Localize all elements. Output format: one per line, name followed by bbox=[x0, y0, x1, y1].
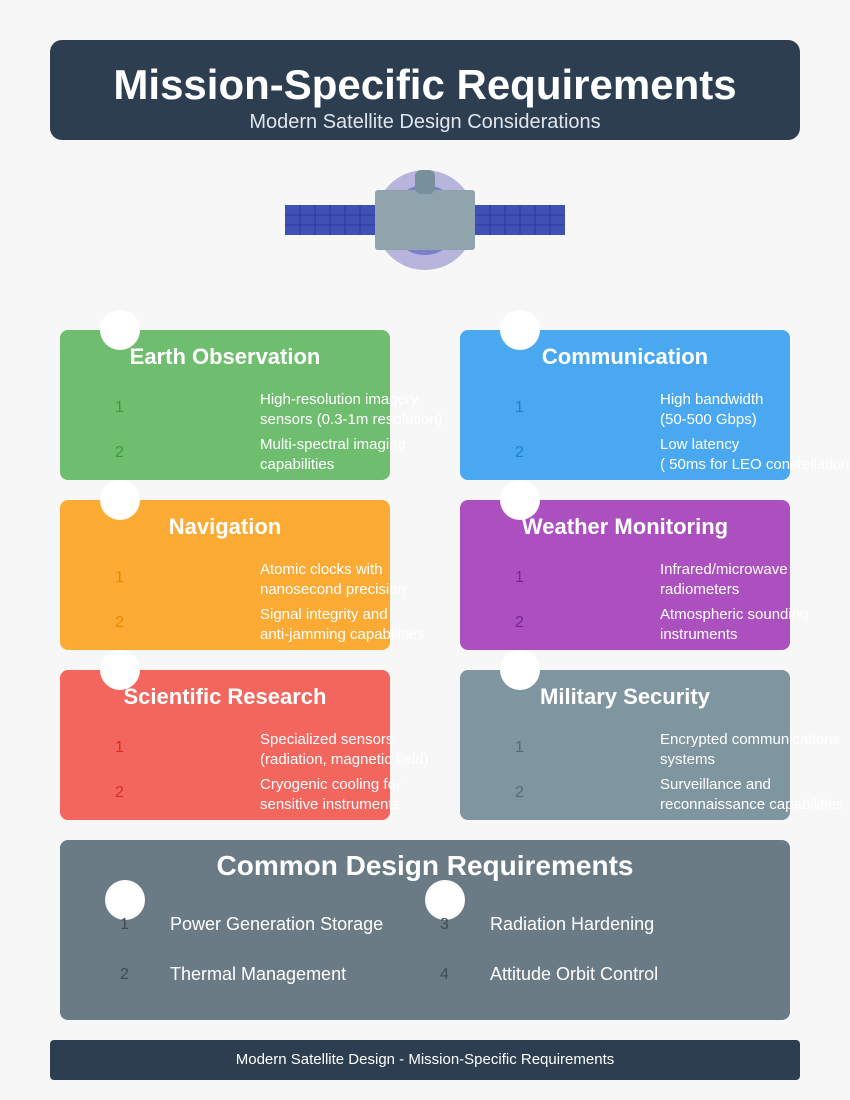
requirement-text: High-resolution imagery sensors (0.3-1m … bbox=[260, 391, 443, 428]
common-number: 4 bbox=[440, 966, 449, 983]
requirement-text: Encrypted communications systems bbox=[660, 731, 841, 768]
mission-card-weather-monitoring: Weather Monitoring 1 Infrared/microwave ra… bbox=[460, 480, 808, 650]
mission-card-military-security: Military Security 1 Encrypted communicatio… bbox=[460, 650, 843, 820]
page-subtitle: Modern Satellite Design Considerations bbox=[249, 111, 601, 133]
mission-card-scientific-research: Scientific Research 1 Specialized sensors … bbox=[60, 650, 428, 820]
card-title: Military Security bbox=[540, 684, 710, 709]
card-badge bbox=[100, 650, 140, 690]
common-number: 1 bbox=[120, 916, 129, 933]
common-item-thermal: Thermal Management bbox=[170, 964, 347, 984]
requirement-number: 1 bbox=[515, 569, 524, 586]
card-title: Navigation bbox=[168, 514, 282, 539]
card-badge bbox=[500, 650, 540, 690]
requirement-number: 2 bbox=[515, 784, 524, 801]
requirement-text: Cryogenic cooling for sensitive instrume… bbox=[260, 776, 401, 813]
header-banner: Mission-Specific Requirements Modern Sat… bbox=[50, 40, 800, 140]
card-title: Weather Monitoring bbox=[521, 514, 729, 539]
requirement-number: 2 bbox=[515, 444, 524, 461]
common-item-radiation: Radiation Hardening bbox=[490, 914, 655, 934]
card-title: Scientific Research bbox=[123, 684, 327, 709]
card-badge bbox=[500, 480, 540, 520]
common-item-attitude: Attitude Orbit Control bbox=[490, 964, 659, 984]
requirement-text: Atomic clocks with nanosecond precision bbox=[260, 561, 406, 598]
card-title: Communication bbox=[541, 344, 709, 369]
requirement-text: Infrared/microwave radiometers bbox=[660, 561, 788, 598]
requirement-number: 1 bbox=[515, 739, 524, 756]
requirement-number: 2 bbox=[115, 784, 124, 801]
card-badge bbox=[100, 310, 140, 350]
common-badge-3 bbox=[425, 880, 465, 920]
requirement-number: 1 bbox=[115, 569, 124, 586]
common-item-power: Power Generation Storage bbox=[170, 914, 384, 934]
mission-card-communication: Communication 1 High bandwidth (50-500 Gbp… bbox=[460, 310, 850, 480]
requirement-number: 1 bbox=[515, 399, 524, 416]
requirement-text: Specialized sensors (radiation, magnetic… bbox=[260, 731, 429, 768]
mission-card-navigation: Navigation 1 Atomic clocks with nanosecond… bbox=[60, 480, 424, 650]
page-title: Mission-Specific Requirements bbox=[113, 61, 737, 108]
common-number: 3 bbox=[440, 916, 449, 933]
card-title: Earth Observation bbox=[129, 344, 321, 369]
requirement-number: 1 bbox=[115, 739, 124, 756]
footer: Modern Satellite Design - Mission-Specif… bbox=[50, 1040, 800, 1080]
requirement-text: High bandwidth (50-500 Gbps) bbox=[660, 391, 764, 428]
common-requirements-title: Common Design Requirements bbox=[216, 850, 634, 881]
requirement-number: 2 bbox=[115, 614, 124, 631]
requirement-text: Surveillance and reconnaissance capabili… bbox=[660, 776, 844, 813]
requirement-text: Multi-spectral imaging capabilities bbox=[260, 436, 406, 473]
requirement-text: Atmospheric sounding instruments bbox=[660, 606, 809, 643]
card-badge bbox=[500, 310, 540, 350]
requirement-number: 2 bbox=[115, 444, 124, 461]
mission-card-earth-observation: Earth Observation 1 High-resolution imager… bbox=[60, 310, 443, 480]
card-badge bbox=[100, 480, 140, 520]
common-number: 2 bbox=[120, 966, 129, 983]
common-requirements-panel: Common Design Requirements 1 Power Gener… bbox=[60, 840, 790, 1020]
requirement-text: Low latency ( 50ms for LEO constellation… bbox=[660, 436, 850, 473]
common-badge-1 bbox=[105, 880, 145, 920]
requirement-text: Signal integrity and anti-jamming capabi… bbox=[260, 606, 425, 643]
satellite-icon bbox=[285, 170, 565, 270]
requirement-number: 2 bbox=[515, 614, 524, 631]
requirement-number: 1 bbox=[115, 399, 124, 416]
